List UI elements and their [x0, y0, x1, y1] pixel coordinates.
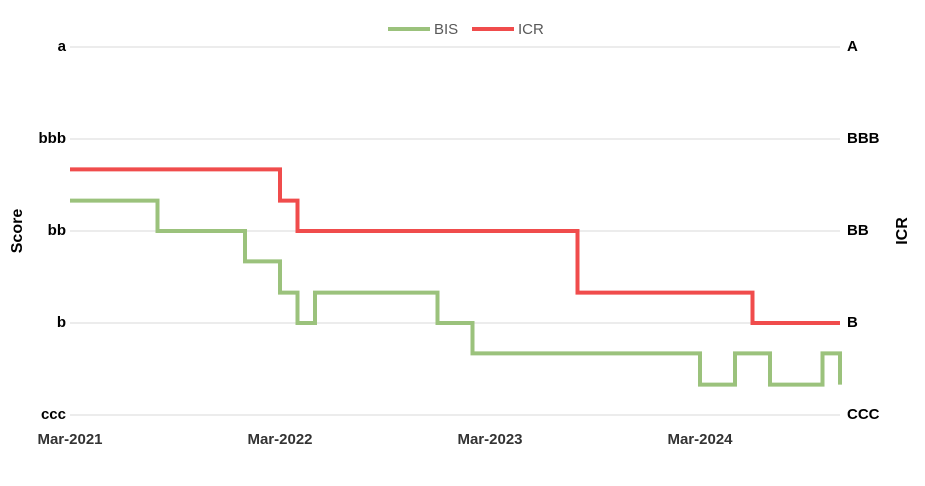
left-tick-label: bbb	[39, 130, 67, 147]
x-tick-label: Mar-2024	[667, 431, 733, 448]
x-axis-ticks: Mar-2021 Mar-2022 Mar-2023 Mar-2024	[37, 431, 733, 448]
left-tick-label: b	[57, 314, 66, 331]
series-line-icr	[70, 167, 840, 325]
left-tick-label: ccc	[41, 406, 66, 423]
y2-axis-title: ICR	[894, 217, 911, 245]
left-tick-label: bb	[48, 222, 66, 239]
series-line-bis	[70, 198, 842, 387]
legend-label-bis: BIS	[434, 21, 458, 38]
right-tick-label: BBB	[847, 130, 880, 147]
legend-label-icr: ICR	[518, 21, 544, 38]
legend: BIS ICR	[388, 21, 544, 38]
x-tick-label: Mar-2021	[37, 431, 102, 448]
right-tick-label: CCC	[847, 406, 880, 423]
right-tick-label: A	[847, 38, 858, 55]
series-layer	[70, 167, 842, 387]
x-tick-label: Mar-2023	[457, 431, 522, 448]
x-tick-label: Mar-2022	[247, 431, 312, 448]
right-tick-label: B	[847, 314, 858, 331]
right-tick-label: BB	[847, 222, 869, 239]
y-axis-title: Score	[9, 209, 26, 254]
left-tick-label: a	[58, 38, 67, 55]
